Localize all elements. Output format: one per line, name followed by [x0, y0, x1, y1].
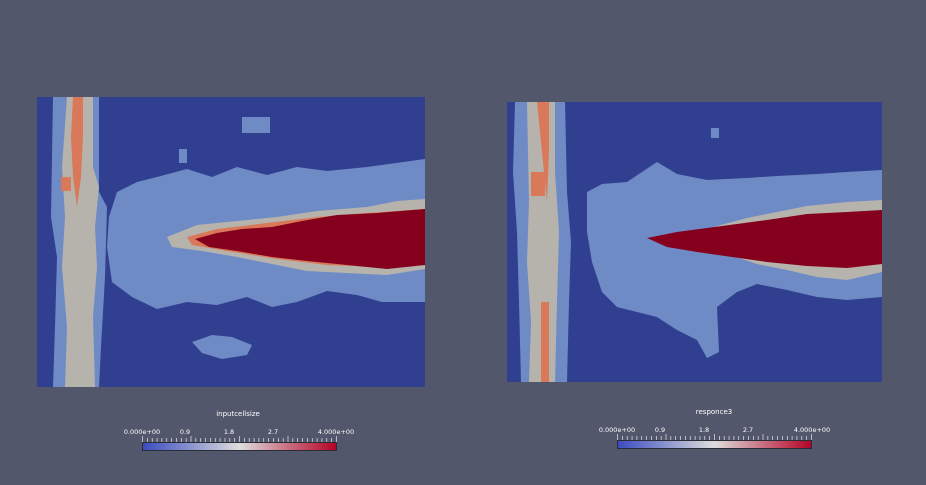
- right-colorbar-ticks: [617, 434, 812, 440]
- heatmap-level-3-patch: [531, 172, 545, 196]
- left-colorbar-tick-label: 4.000e+00: [317, 428, 355, 436]
- heatmap-level-4-plume: [647, 210, 882, 268]
- heatmap-level-3-band: [537, 102, 549, 202]
- left-colorbar-title: inputcellsize: [216, 410, 260, 418]
- right-colorbar-tick-label: 2.7: [742, 426, 754, 434]
- heatmap-level-1-lower-patch: [192, 335, 252, 359]
- right-colorbar: [617, 440, 812, 449]
- heatmap-level-3-patch: [61, 177, 71, 191]
- right-colorbar-tick-label: 4.000e+00: [793, 426, 831, 434]
- heatmap-level-4-plume: [195, 209, 425, 269]
- right-heatmap: [507, 102, 882, 382]
- heatmap-level-1-patch: [179, 149, 187, 163]
- heatmap-level-3-band: [71, 97, 83, 207]
- left-colorbar-tick-label: 0.9: [179, 428, 191, 436]
- right-colorbar-tick-label: 1.8: [698, 426, 710, 434]
- right-colorbar-tick-label: 0.000e+00: [598, 426, 636, 434]
- left-colorbar-tick-label: 2.7: [267, 428, 279, 436]
- left-colorbar: [142, 442, 337, 451]
- left-colorbar-tick-label: 1.8: [223, 428, 235, 436]
- right-colorbar-title: responce3: [695, 408, 733, 416]
- heatmap-level-1-patch: [242, 117, 270, 133]
- left-colorbar-ticks: [142, 436, 337, 442]
- left-heatmap: [37, 97, 425, 387]
- right-colorbar-tick-label: 0.9: [654, 426, 666, 434]
- heatmap-level-3-patch: [541, 302, 549, 382]
- heatmap-level-2-vertical-band: [62, 97, 99, 387]
- left-colorbar-tick-label: 0.000e+00: [123, 428, 161, 436]
- heatmap-level-1-patch: [711, 128, 719, 138]
